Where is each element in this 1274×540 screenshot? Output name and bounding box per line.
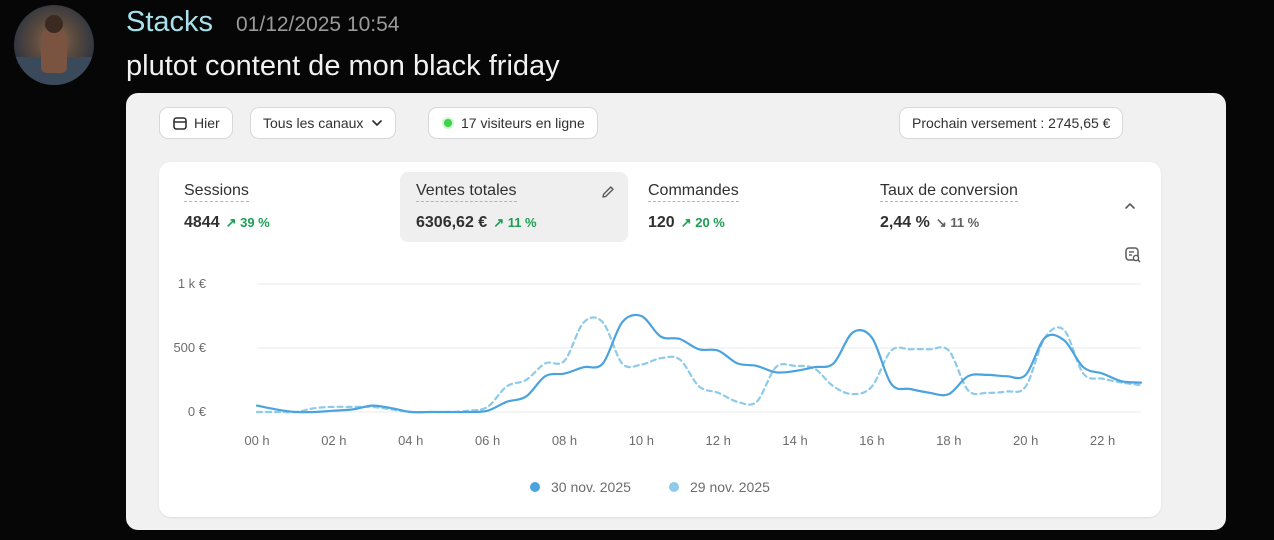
x-tick-label: 00 h [244,433,269,448]
online-status-dot [441,116,455,130]
message-text: plutot content de mon black friday [126,50,560,82]
next-payout-button[interactable]: Prochain versement : 2745,65 € [899,107,1124,139]
metric-value: 6306,62 € ↗ 11 % [416,214,537,231]
metric-ventes-totales[interactable]: Ventes totales 6306,62 € ↗ 11 % [400,172,628,242]
avatar-head [45,15,63,33]
x-tick-label: 06 h [475,433,500,448]
legend-label: 30 nov. 2025 [551,479,631,495]
metric-commandes[interactable]: Commandes 120 ↗ 20 % [632,172,860,242]
x-tick-label: 12 h [706,433,731,448]
x-tick-label: 16 h [859,433,884,448]
legend-marker [530,482,540,492]
metric-delta: ↗ 11 % [493,215,537,230]
chevron-down-icon [371,117,383,129]
x-tick-label: 04 h [398,433,423,448]
analytics-card: Sessions 4844 ↗ 39 % Ventes totales 6306,62 … [159,162,1161,517]
series-line-previous [255,316,1143,414]
metric-value: 120 ↗ 20 % [648,214,725,231]
legend-marker [669,482,679,492]
y-tick-label: 1 k € [178,276,207,291]
metric-sessions[interactable]: Sessions 4844 ↗ 39 % [168,172,396,242]
x-tick-label: 18 h [936,433,961,448]
message-username[interactable]: Stacks [126,6,214,38]
y-tick-label: 0 € [188,404,207,419]
metric-label: Sessions [184,182,249,202]
x-tick-label: 02 h [321,433,346,448]
y-tick-label: 500 € [173,340,206,355]
legend-label: 29 nov. 2025 [690,479,770,495]
chart-search-icon[interactable] [1124,246,1142,269]
x-tick-label: 08 h [552,433,577,448]
calendar-icon [172,115,188,131]
message-timestamp: 01/12/2025 10:54 [236,13,400,36]
payout-label: Prochain versement : 2745,65 € [912,115,1111,131]
avatar-person [41,27,67,73]
metric-value: 4844 ↗ 39 % [184,214,270,231]
metric-taux-de-conversion[interactable]: Taux de conversion 2,44 % ↘ 11 % [864,172,1092,242]
metric-delta: ↘ 11 % [935,215,980,230]
chevron-up-icon[interactable] [1123,199,1137,218]
x-tick-label: 22 h [1090,433,1115,448]
date-label: Hier [194,115,220,131]
x-tick-label: 10 h [629,433,654,448]
live-visitors-button[interactable]: 17 visiteurs en ligne [428,107,598,139]
series-line-current [255,313,1143,414]
metric-label: Ventes totales [416,182,517,202]
x-tick-label: 20 h [1013,433,1038,448]
sales-line-chart: 0 € 500 € 1 k € 00 h 02 h 04 h 06 h 08 h 10 h 12 … [173,276,1143,495]
channel-label: Tous les canaux [263,115,364,131]
metric-delta: ↗ 20 % [680,215,725,230]
date-picker-button[interactable]: Hier [159,107,233,139]
metric-value: 2,44 % ↘ 11 % [880,214,980,231]
channel-select[interactable]: Tous les canaux [250,107,397,139]
metric-label: Taux de conversion [880,182,1018,202]
metric-label: Commandes [648,182,739,202]
x-tick-label: 14 h [782,433,807,448]
image-attachment[interactable]: Hier Tous les canaux 17 visiteurs en lig… [126,93,1226,530]
user-avatar[interactable] [14,5,94,85]
metric-delta: ↗ 39 % [225,215,270,230]
edit-pencil-icon[interactable] [600,184,616,205]
visitors-label: 17 visiteurs en ligne [461,115,585,131]
